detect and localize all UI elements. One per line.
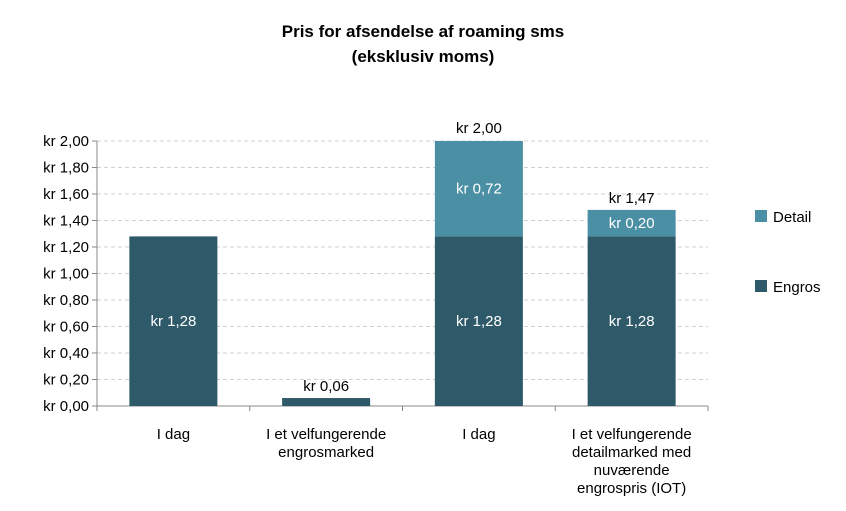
x-tick-label: I et velfungerende engrosmarked <box>266 426 386 461</box>
y-tick-label: kr 2,00 <box>43 133 89 150</box>
total-label: kr 1,47 <box>609 190 655 207</box>
y-tick-label: kr 0,00 <box>43 398 89 415</box>
data-label: kr 1,28 <box>150 313 196 330</box>
data-label: kr 1,28 <box>456 313 502 330</box>
y-tick-label: kr 0,80 <box>43 292 89 309</box>
y-tick-label: kr 1,60 <box>43 186 89 203</box>
legend-swatch <box>755 280 767 292</box>
bar-segment <box>129 236 218 406</box>
y-tick-label: kr 0,40 <box>43 345 89 362</box>
y-tick-label: kr 1,40 <box>43 213 89 230</box>
bar-segment <box>587 209 676 237</box>
y-tick-label: kr 1,80 <box>43 160 89 177</box>
data-label: kr 1,28 <box>609 313 655 330</box>
x-tick-label: I dag <box>157 426 190 443</box>
legend-swatch <box>755 210 767 222</box>
bar-segment <box>587 236 676 406</box>
data-label: kr 0,06 <box>303 378 349 395</box>
data-label: kr 0,72 <box>456 181 502 198</box>
x-tick-label: I et velfungerende detailmarked med nuvære… <box>572 426 692 497</box>
y-tick-label: kr 0,20 <box>43 372 89 389</box>
chart-title: Pris for afsendelse af roaming sms (ekskl… <box>282 22 565 66</box>
total-label: kr 2,00 <box>456 120 502 137</box>
x-tick-label: I dag <box>462 426 495 443</box>
bar-segment <box>434 236 523 406</box>
y-tick-label: kr 1,20 <box>43 239 89 256</box>
y-tick-label: kr 0,60 <box>43 319 89 336</box>
bar-segment <box>282 398 371 406</box>
y-tick-label: kr 1,00 <box>43 266 89 283</box>
legend-label: Engros <box>773 279 821 296</box>
legend-label: Detail <box>773 209 811 226</box>
bar-segment <box>434 141 523 237</box>
data-label: kr 0,20 <box>609 215 655 232</box>
